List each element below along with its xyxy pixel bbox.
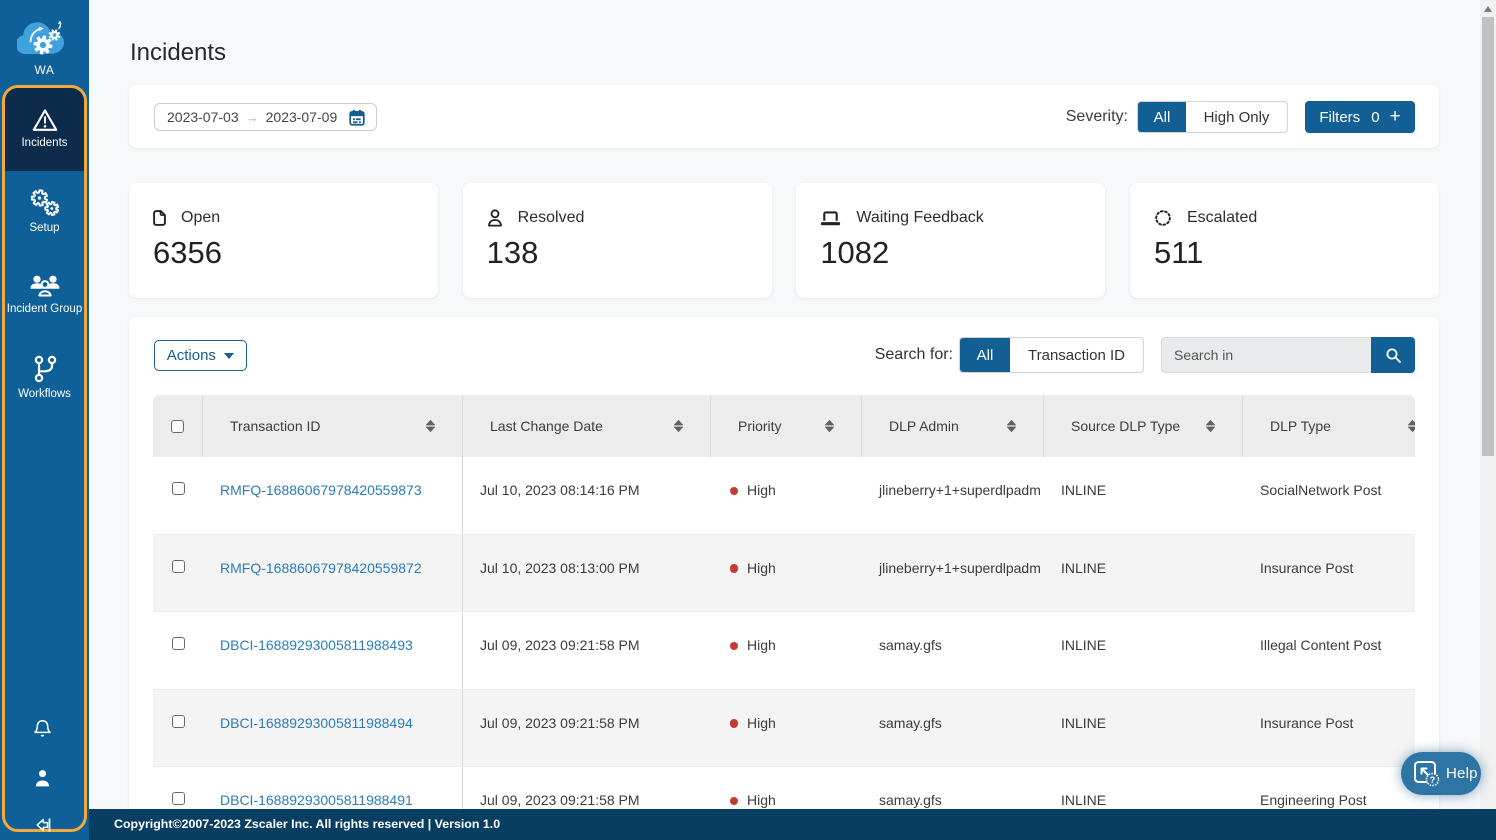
- svg-text:?: ?: [1430, 775, 1436, 785]
